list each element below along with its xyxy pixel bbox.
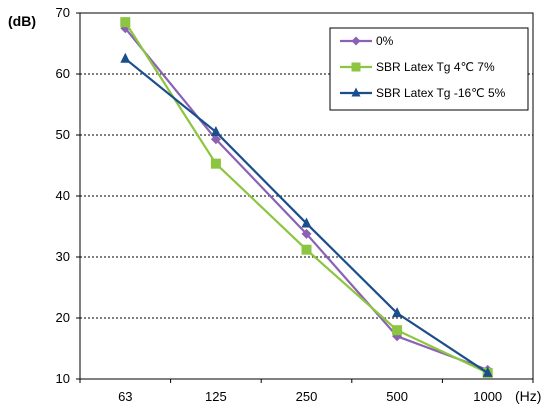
legend-box [329,27,529,111]
data-point [301,228,312,239]
data-point [301,244,312,255]
y-tick-label: 30 [56,249,70,264]
x-tick-label: 1000 [473,389,502,404]
grid-lines [80,73,533,319]
legend-marker [351,62,361,72]
y-axis-unit-label: (dB) [8,13,36,29]
x-tick-label: 500 [386,389,408,404]
series-3 [120,52,493,377]
y-tick-label: 40 [56,188,70,203]
y-tick-label: 10 [56,371,70,386]
data-point [392,325,403,336]
data-point [392,307,403,318]
data-point [482,366,493,377]
data-point [210,125,221,136]
legend-entry: SBR Latex Tg -16℃ 5% [340,86,506,100]
legend-entry: 0% [340,34,394,48]
data-point [301,217,312,228]
legend-marker [351,36,361,46]
x-tick-label: 125 [205,389,227,404]
y-tick-label: 60 [56,66,70,81]
legend-entry: SBR Latex Tg 4℃ 7% [340,60,495,74]
data-point [210,158,221,169]
legend-label: 0% [376,34,394,48]
y-tick-label: 50 [56,127,70,142]
data-series [120,17,493,378]
x-axis-unit-label: (Hz) [515,388,541,404]
data-point [120,52,131,63]
data-point [120,17,131,28]
legend-marker [351,87,361,97]
x-tick-label: 250 [296,389,318,404]
legend: 0% SBR Latex Tg 4℃ 7% SBR Latex Tg -16℃ 5% [329,27,529,111]
legend-label: SBR Latex Tg -16℃ 5% [376,86,506,100]
x-tick-label: 63 [118,389,132,404]
y-tick-label: 20 [56,310,70,325]
x-axis-ticks: 63 125 250 500 1000 [79,379,534,404]
data-point [210,134,221,145]
y-axis-ticks: 10 20 30 40 50 60 70 [56,5,80,386]
legend-label: SBR Latex Tg 4℃ 7% [376,60,495,74]
y-tick-label: 70 [56,5,70,20]
